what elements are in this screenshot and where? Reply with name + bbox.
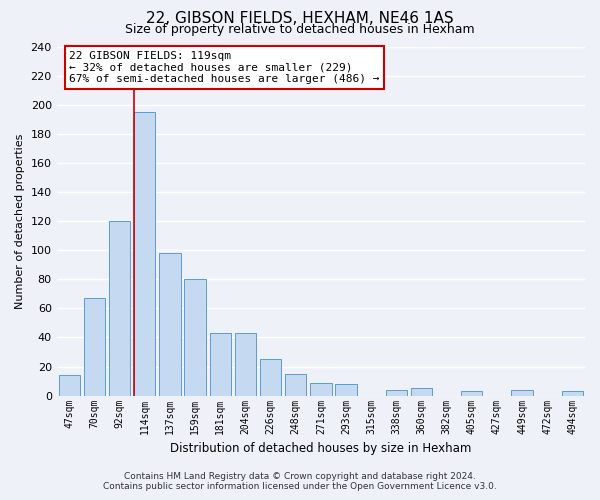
Bar [235,333,256,396]
Bar [310,382,332,396]
Bar [511,390,533,396]
Text: Size of property relative to detached houses in Hexham: Size of property relative to detached ho… [125,22,475,36]
Bar [461,392,482,396]
Bar [285,374,307,396]
Bar [386,390,407,396]
Bar [335,384,356,396]
Bar [562,392,583,396]
Y-axis label: Number of detached properties: Number of detached properties [15,134,25,309]
Bar [159,253,181,396]
Bar [134,112,155,396]
Text: 22, GIBSON FIELDS, HEXHAM, NE46 1AS: 22, GIBSON FIELDS, HEXHAM, NE46 1AS [146,11,454,26]
Bar [109,221,130,396]
Bar [411,388,432,396]
Bar [59,376,80,396]
Bar [209,333,231,396]
X-axis label: Distribution of detached houses by size in Hexham: Distribution of detached houses by size … [170,442,472,455]
Bar [260,360,281,396]
Text: Contains HM Land Registry data © Crown copyright and database right 2024.
Contai: Contains HM Land Registry data © Crown c… [103,472,497,491]
Text: 22 GIBSON FIELDS: 119sqm
← 32% of detached houses are smaller (229)
67% of semi-: 22 GIBSON FIELDS: 119sqm ← 32% of detach… [69,51,380,84]
Bar [84,298,105,396]
Bar [184,280,206,396]
